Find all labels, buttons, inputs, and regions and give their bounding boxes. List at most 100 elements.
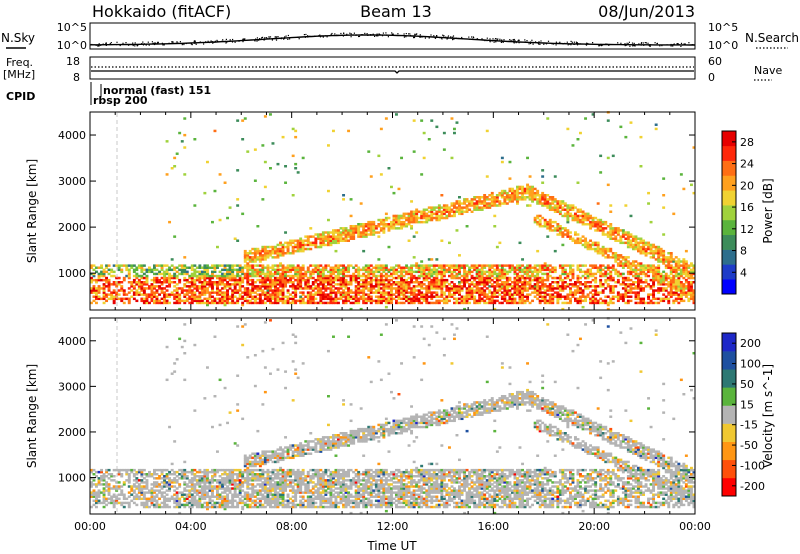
power-cell [180, 299, 184, 303]
power-cell [674, 299, 678, 303]
power-cell [261, 283, 265, 286]
power-cell [637, 281, 640, 284]
power-cell [135, 293, 139, 296]
power-cell [470, 204, 474, 207]
power-cell [591, 218, 595, 222]
power-cell [624, 260, 628, 263]
power-cell [465, 293, 469, 296]
power-cell [400, 272, 404, 276]
power-cell [329, 270, 333, 274]
power-cell [251, 287, 255, 290]
power-cell [173, 301, 177, 305]
power-cell [541, 283, 545, 286]
power-cell [165, 264, 169, 267]
power-cell [566, 216, 570, 220]
power-cell [488, 297, 492, 301]
power-cell [566, 297, 570, 301]
nsearch-point [284, 36, 286, 38]
power-cell [173, 235, 177, 238]
power-cell [97, 272, 101, 276]
power-cell [674, 281, 678, 284]
power-cell [624, 233, 628, 236]
power-cell [508, 264, 512, 267]
power-cell [495, 268, 499, 272]
power-cell [397, 293, 401, 296]
nsearch-point [330, 33, 332, 35]
power-cell [460, 202, 464, 205]
power-cell [654, 297, 658, 301]
power-cell [321, 274, 325, 278]
power-cell [460, 266, 464, 269]
power-cell [90, 289, 93, 292]
power-cell [445, 210, 449, 213]
power-cell [316, 285, 320, 288]
power-cell [596, 301, 600, 305]
power-cell [304, 243, 308, 247]
power-cell [135, 283, 139, 286]
power-cell [621, 231, 625, 234]
power-cell [629, 289, 633, 292]
power-cell [246, 287, 250, 290]
power-cell [367, 283, 371, 286]
power-cell [576, 276, 580, 280]
power-cell [329, 295, 333, 298]
power-cell [511, 187, 514, 191]
power-cell [488, 301, 492, 305]
power-cell [480, 264, 484, 267]
power-cell [629, 285, 633, 288]
power-cell [327, 189, 330, 193]
power-cell [359, 225, 363, 228]
nsearch-point [428, 37, 430, 39]
power-cell [591, 216, 595, 220]
power-cell [629, 291, 633, 294]
power-cell [296, 270, 300, 274]
power-cell [185, 270, 189, 274]
power-cell [652, 256, 656, 259]
power-cell [637, 241, 640, 245]
power-cell [269, 295, 272, 298]
power-cell [543, 196, 547, 199]
nsearch-point [559, 42, 561, 44]
power-cell [226, 293, 230, 296]
power-cell [344, 287, 348, 290]
power-cell [316, 245, 320, 249]
power-cell [374, 264, 378, 267]
power-cell [581, 223, 585, 226]
power-cell [107, 293, 111, 296]
power-cell [614, 229, 618, 232]
power-cell [269, 272, 272, 276]
power-cell [632, 239, 635, 242]
power-cell [669, 258, 673, 261]
power-cell [652, 274, 656, 278]
nsearch-point [287, 38, 289, 40]
power-cell [238, 276, 242, 280]
nsearch-point [259, 39, 261, 41]
power-cell [586, 272, 590, 276]
power-cell [90, 287, 93, 290]
nsearch-point [552, 43, 554, 45]
power-cell [362, 299, 366, 303]
power-cell [579, 131, 582, 135]
power-cell [674, 270, 678, 274]
freq-unit: [MHz] [3, 68, 35, 81]
power-cell [137, 281, 141, 284]
power-cell [188, 276, 192, 280]
power-cell [248, 274, 252, 278]
power-cell [576, 237, 580, 240]
power-cell [100, 272, 104, 276]
power-cell [241, 291, 245, 294]
power-cell [475, 287, 479, 290]
power-cell [334, 293, 338, 296]
freq-label: Freq. [6, 56, 33, 69]
nsearch-point [413, 36, 415, 38]
power-cell [465, 301, 469, 305]
nsearch-point [430, 34, 432, 36]
power-cell [327, 241, 330, 245]
power-cell [664, 266, 668, 269]
power-cell [460, 301, 464, 305]
power-cell [626, 235, 630, 238]
nsearch-point [122, 42, 124, 44]
power-cell [440, 285, 444, 288]
nsearch-point [489, 41, 491, 43]
power-cell [690, 264, 693, 267]
